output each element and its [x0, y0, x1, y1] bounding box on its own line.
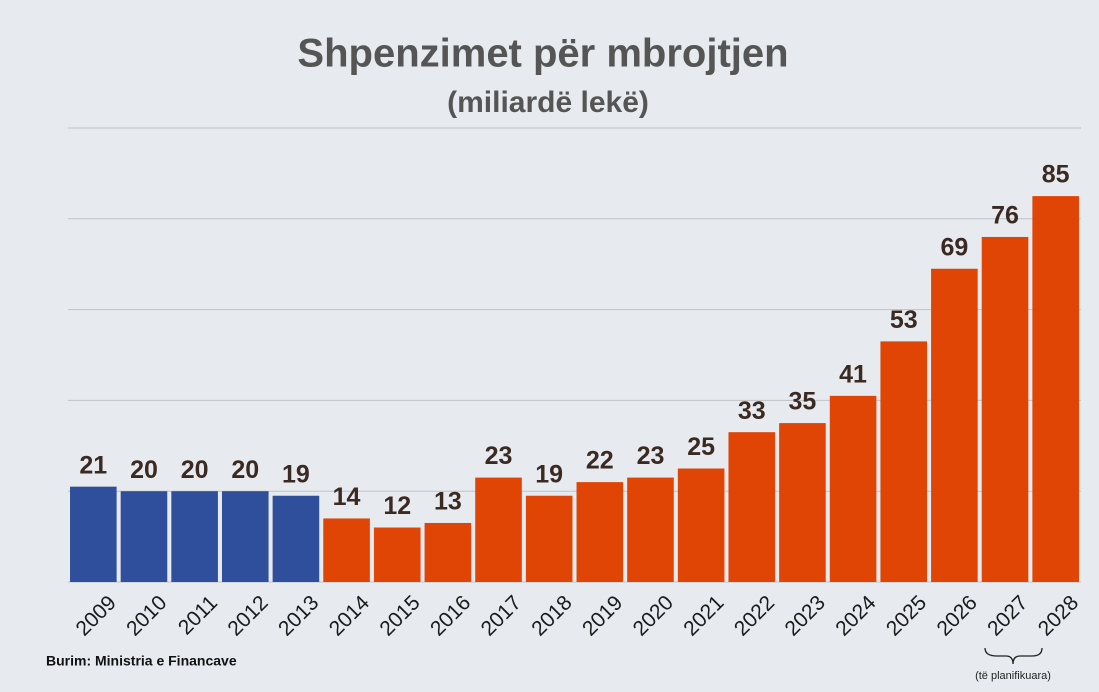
value-label: 14	[333, 483, 361, 511]
bar	[221, 491, 269, 582]
bar	[373, 527, 421, 582]
value-label: 20	[181, 456, 209, 484]
value-label: 33	[738, 397, 766, 425]
value-label: 23	[637, 442, 665, 470]
chart-subtitle: (miliardë lekë)	[447, 86, 649, 119]
value-label: 25	[687, 433, 715, 461]
value-label: 20	[231, 456, 259, 484]
bracket	[984, 647, 1043, 665]
value-label: 69	[940, 233, 968, 261]
value-label: 22	[586, 447, 614, 475]
value-label: 23	[485, 442, 513, 470]
bar	[1032, 196, 1079, 582]
bar	[120, 491, 168, 582]
annotation: (të planifikuara)	[975, 670, 1051, 682]
source: Burim: Ministria e Financave	[46, 653, 237, 669]
chart-title: Shpenzimet për mbrojtjen	[297, 32, 788, 76]
value-label: 53	[890, 306, 918, 334]
bar	[272, 495, 320, 582]
bar	[677, 468, 725, 582]
bar	[981, 236, 1029, 582]
value-label: 35	[789, 388, 817, 416]
value-label: 85	[1042, 161, 1070, 189]
bar	[728, 432, 776, 582]
bar	[880, 341, 928, 582]
value-label: 13	[434, 488, 462, 516]
bar	[70, 486, 117, 582]
bar	[829, 395, 877, 582]
bar	[931, 268, 978, 582]
bar	[475, 477, 522, 582]
value-label: 20	[130, 456, 158, 484]
bar	[576, 482, 624, 582]
value-label: 12	[383, 492, 411, 520]
bar	[171, 491, 218, 582]
value-label: 21	[79, 451, 107, 479]
bar	[525, 495, 573, 582]
bar	[424, 522, 472, 582]
bar	[627, 477, 674, 582]
value-label: 76	[991, 202, 1019, 230]
value-label: 19	[282, 460, 310, 488]
bar	[323, 518, 370, 582]
bar	[779, 423, 826, 582]
value-label: 19	[535, 460, 563, 488]
value-label: 41	[839, 360, 867, 388]
